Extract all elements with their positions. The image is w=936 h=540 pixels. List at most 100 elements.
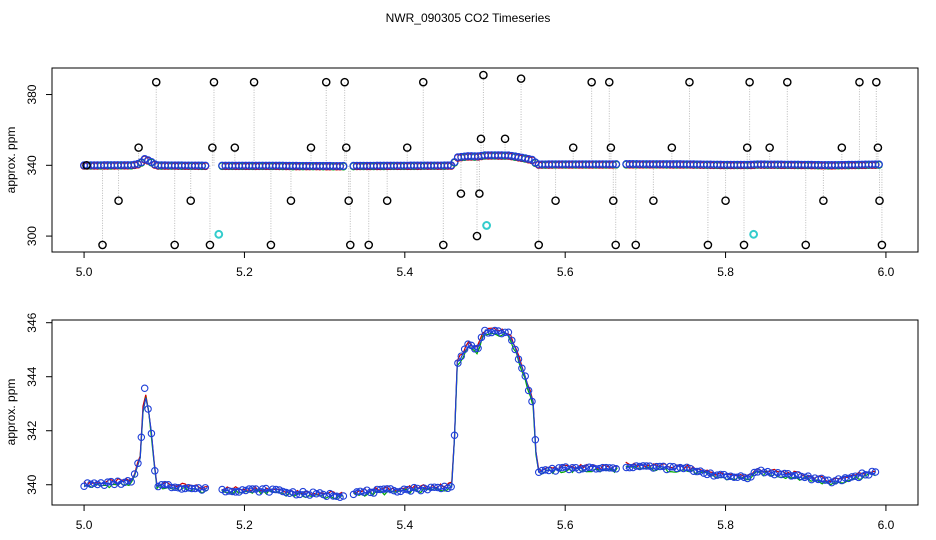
- outlier-marker: [742, 143, 752, 152]
- outlier-marker: [685, 77, 694, 87]
- series-marker: [730, 473, 738, 482]
- series-marker: [585, 463, 593, 472]
- outlier-marker: [439, 240, 448, 250]
- series-marker: [851, 472, 860, 480]
- outlier-marker: [855, 77, 864, 87]
- outlier-marker: [340, 77, 349, 87]
- series-marker: [231, 488, 240, 496]
- outlier-marker: [837, 143, 847, 152]
- series-marker: [151, 467, 159, 475]
- series-marker: [868, 467, 876, 476]
- series-marker: [403, 485, 412, 494]
- series-marker: [134, 459, 142, 468]
- series-marker: [750, 468, 759, 477]
- series-marker: [578, 465, 587, 473]
- series-marker: [275, 486, 284, 494]
- series-marker: [484, 329, 492, 337]
- outlier-marker: [745, 77, 754, 87]
- series-marker: [649, 464, 657, 472]
- series-marker: [285, 489, 294, 497]
- outlier-marker: [604, 77, 614, 87]
- series-marker: [147, 429, 156, 438]
- series-marker: [191, 484, 199, 493]
- top-y-tick-label: 380: [25, 84, 39, 104]
- series-marker: [861, 471, 870, 479]
- baseline-marker: [874, 160, 883, 169]
- series-marker: [292, 491, 300, 499]
- baseline-marker: [443, 161, 452, 170]
- outlier-marker: [631, 240, 641, 250]
- series-marker: [642, 462, 651, 470]
- series-marker: [383, 485, 391, 493]
- outlier-marker: [456, 189, 466, 198]
- series-marker: [625, 463, 634, 472]
- highlight-marker: [482, 221, 492, 230]
- series-marker: [491, 326, 499, 335]
- series-marker: [302, 490, 311, 498]
- baseline-marker: [871, 160, 880, 169]
- series-marker: [521, 372, 530, 380]
- series-marker: [460, 345, 469, 353]
- outlier-marker: [608, 196, 618, 205]
- series-marker: [871, 468, 880, 476]
- series-marker: [137, 433, 146, 441]
- series-marker: [454, 359, 462, 367]
- series-marker: [393, 488, 402, 496]
- outlier-marker: [134, 143, 143, 152]
- outlier-marker: [341, 143, 351, 152]
- series-marker: [518, 364, 526, 372]
- outlier-marker: [739, 240, 749, 250]
- outlier-marker: [611, 240, 621, 250]
- bottom-y-tick-label: 342: [25, 420, 39, 440]
- outlier-marker: [765, 143, 774, 152]
- outlier-marker: [321, 77, 331, 87]
- outlier-marker: [205, 240, 215, 250]
- series-marker: [457, 352, 466, 360]
- series-marker: [171, 483, 179, 491]
- series-marker: [511, 345, 519, 354]
- bottom-x-tick-label: 5.2: [236, 518, 253, 532]
- series-marker: [609, 464, 617, 472]
- outlier-marker: [98, 240, 107, 250]
- outlier-marker: [418, 77, 428, 87]
- series-marker: [447, 483, 455, 491]
- baseline-marker: [612, 160, 621, 169]
- outlier-marker: [344, 196, 353, 205]
- top-x-tick-label: 5.6: [557, 265, 574, 279]
- outlier-marker: [364, 240, 374, 250]
- series-line: [83, 394, 208, 490]
- series-marker: [464, 340, 472, 348]
- top-plot-frame: [51, 67, 919, 253]
- outlier-marker: [500, 134, 510, 144]
- outlier-marker: [782, 77, 792, 87]
- series-marker: [558, 463, 567, 472]
- bottom-panel: 5.0 5.2 5.4 5.6 5.8 6.0 340 342 344 346 approx. p…: [4, 312, 919, 532]
- figure-title: NWR_090305 CO2 Timeseries: [386, 11, 551, 25]
- outlier-marker: [151, 77, 161, 87]
- series-marker: [541, 466, 550, 474]
- outlier-marker: [170, 240, 179, 250]
- outlier-marker: [230, 143, 240, 152]
- series-marker: [279, 487, 287, 496]
- outlier-marker: [402, 143, 412, 152]
- series-marker: [801, 473, 809, 482]
- series-marker: [444, 484, 452, 493]
- outlier-marker: [475, 189, 484, 198]
- bottom-x-tick-label: 5.0: [76, 518, 93, 532]
- series-line: [353, 332, 618, 497]
- bottom-y-axis-label: approx. ppm: [4, 379, 18, 446]
- outlier-marker: [209, 77, 219, 87]
- baseline-marker: [339, 161, 348, 171]
- outlier-marker: [872, 77, 881, 87]
- series-marker: [656, 462, 664, 471]
- series-marker: [400, 485, 408, 494]
- bottom-x-tick-label: 5.4: [396, 518, 413, 532]
- series-marker: [410, 483, 418, 492]
- outlier-marker: [551, 196, 560, 205]
- outlier-marker: [476, 134, 486, 144]
- baseline-marker: [608, 160, 617, 169]
- outlier-marker: [472, 231, 482, 241]
- outlier-marker: [345, 240, 355, 250]
- baseline-marker: [201, 161, 210, 170]
